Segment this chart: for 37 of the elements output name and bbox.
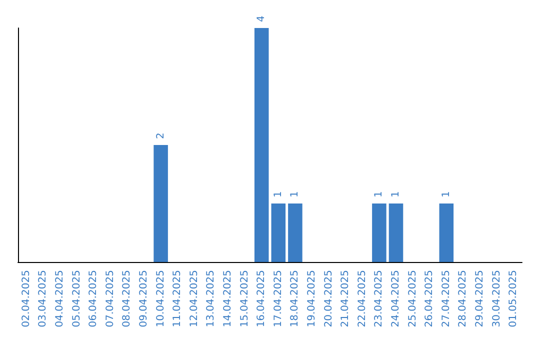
x-tick-label: 17.04.2025 <box>272 270 284 328</box>
x-tick-label: 24.04.2025 <box>390 270 402 328</box>
x-tick-label: 19.04.2025 <box>306 270 318 328</box>
x-tick-label: 14.04.2025 <box>222 270 234 328</box>
x-tick-label: 05.04.2025 <box>71 270 82 328</box>
x-tick-label: 13.04.2025 <box>206 270 217 328</box>
x-tick-label: 01.05.2025 <box>508 270 520 328</box>
x-tick-label: 10.04.2025 <box>155 270 166 328</box>
x-tick-label: 07.04.2025 <box>104 270 116 328</box>
data-label: 1 <box>440 191 452 198</box>
x-tick-label: 20.04.2025 <box>323 270 334 328</box>
x-tick-label: 08.04.2025 <box>122 270 133 328</box>
x-tick-label: 11.04.2025 <box>172 270 184 328</box>
x-tick-label: 09.04.2025 <box>138 270 150 328</box>
x-tick-label: 30.04.2025 <box>491 270 502 328</box>
x-tick-label: 15.04.2025 <box>239 270 250 328</box>
x-tick-label: 26.04.2025 <box>424 270 436 328</box>
x-tick-label: 28.04.2025 <box>458 270 469 328</box>
x-tick-label: 27.04.2025 <box>440 270 452 328</box>
x-tick-label: 16.04.2025 <box>256 270 268 328</box>
data-label: 1 <box>374 191 385 198</box>
data-label: 4 <box>256 16 268 22</box>
x-tick-label: 12.04.2025 <box>188 270 200 328</box>
x-tick-label: 04.04.2025 <box>54 270 66 328</box>
x-tick-label: 06.04.2025 <box>88 270 100 328</box>
data-label: 1 <box>290 191 301 198</box>
x-tick-label: 29.04.2025 <box>474 270 486 328</box>
data-label: 1 <box>390 191 402 198</box>
x-tick-label: 03.04.2025 <box>38 270 49 328</box>
x-tick-label: 22.04.2025 <box>356 270 368 328</box>
x-tick-label: 25.04.2025 <box>407 270 418 328</box>
x-tick-label: 18.04.2025 <box>290 270 301 328</box>
data-label: 2 <box>155 132 166 139</box>
data-label: 1 <box>272 191 284 198</box>
x-tick-label: 23.04.2025 <box>374 270 385 328</box>
x-tick-label: 02.04.2025 <box>20 270 32 328</box>
x-tick-label: 21.04.2025 <box>340 270 352 328</box>
